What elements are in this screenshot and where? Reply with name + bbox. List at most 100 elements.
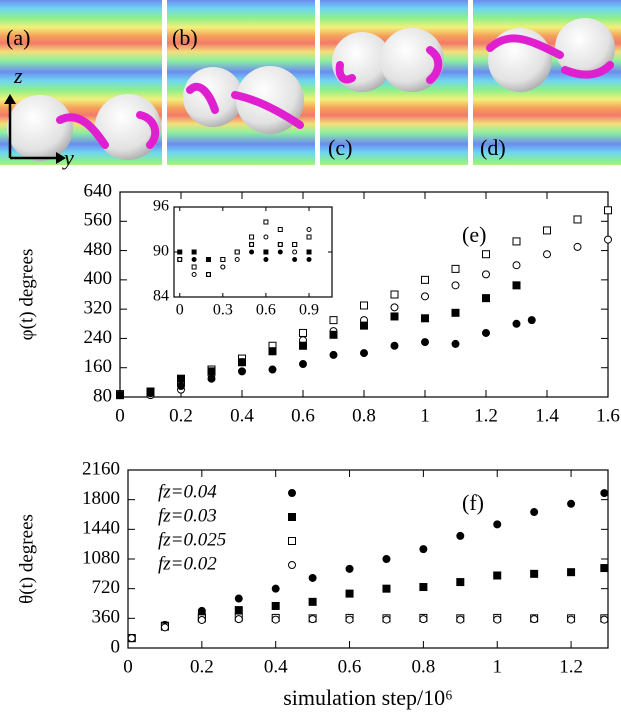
marker-circle — [451, 339, 460, 348]
y-tick-label: 640 — [84, 180, 113, 201]
axis-y: y — [62, 145, 74, 170]
x-tick-label: 0.3 — [213, 302, 233, 319]
panel-label: (e) — [462, 222, 486, 247]
marker-square — [512, 281, 521, 290]
y-tick-label: 1080 — [82, 547, 120, 568]
marker-circle — [234, 594, 243, 603]
marker-circle — [482, 328, 490, 337]
x-tick-label: 0.2 — [190, 656, 214, 677]
marker-circle — [277, 242, 283, 247]
marker-square — [299, 341, 307, 350]
marker-circle — [573, 242, 582, 251]
marker-circle — [292, 249, 298, 255]
axis-arrows — [8, 98, 62, 160]
marker-square — [220, 257, 226, 262]
marker-circle — [116, 391, 124, 400]
marker-square — [345, 589, 354, 598]
marker-circle — [329, 350, 338, 359]
x-tick-label: 1.2 — [474, 405, 498, 426]
helix — [186, 82, 304, 129]
marker-circle — [249, 249, 255, 255]
marker-square — [288, 537, 296, 545]
marker-circle — [600, 615, 609, 624]
marker-circle — [308, 573, 317, 582]
y-tick-label: 360 — [92, 607, 121, 628]
marker-square — [263, 219, 269, 225]
sphere — [95, 94, 161, 160]
marker-circle — [543, 250, 551, 259]
x-tick-label: 0.2 — [169, 405, 193, 426]
marker-circle — [271, 615, 280, 624]
marker-square — [530, 569, 539, 578]
marker-square — [177, 374, 185, 383]
marker-square — [360, 321, 368, 330]
y-tick-label: 90 — [153, 243, 169, 260]
x-axis-label: simulation step/10⁶ — [283, 685, 453, 710]
legend-label: fz=0.02 — [158, 553, 217, 574]
y-tick-label: 160 — [84, 356, 113, 377]
marker-circle — [306, 257, 312, 262]
y-tick-label: 80 — [93, 385, 112, 406]
y-tick-label: 720 — [92, 577, 121, 598]
x-tick-label: 0.6 — [256, 302, 276, 319]
marker-circle — [308, 615, 317, 624]
marker-square — [207, 367, 216, 376]
y-tick-label: 1800 — [82, 488, 120, 509]
marker-square — [238, 358, 246, 367]
marker-square — [390, 312, 399, 321]
y-tick-label: 1440 — [82, 518, 120, 539]
marker-circle — [220, 264, 226, 270]
marker-circle — [482, 270, 490, 279]
marker-circle — [263, 234, 269, 240]
marker-circle — [238, 367, 246, 376]
panel-label: (f) — [462, 490, 484, 515]
marker-circle — [527, 316, 536, 325]
marker-square — [512, 237, 521, 246]
sphere — [7, 95, 73, 161]
marker-square — [421, 275, 429, 284]
marker-circle — [512, 319, 521, 328]
y-tick-label: 240 — [84, 327, 113, 348]
x-tick-label: 1 — [492, 656, 502, 677]
y-tick-label: 96 — [153, 198, 169, 215]
x-tick-label: 1 — [420, 405, 430, 426]
marker-circle — [493, 615, 502, 624]
x-tick-label: 0.8 — [412, 656, 436, 677]
marker-square — [360, 301, 368, 310]
marker-circle — [390, 303, 399, 312]
marker-square — [482, 250, 490, 259]
marker-circle — [306, 227, 312, 232]
panel-label: (c) — [328, 135, 352, 160]
marker-circle — [234, 257, 240, 262]
marker-square — [329, 316, 338, 325]
marker-circle — [292, 257, 298, 262]
x-tick-label: 1.2 — [559, 656, 583, 677]
marker-circle — [567, 499, 576, 508]
marker-square — [263, 249, 269, 255]
marker-square — [390, 290, 399, 299]
marker-circle — [177, 382, 185, 391]
legend-label: fz=0.03 — [158, 505, 217, 526]
marker-square — [543, 226, 551, 235]
marker-circle — [249, 242, 255, 247]
marker-circle — [600, 489, 609, 498]
plot-frame — [127, 469, 609, 649]
x-tick-label: 0.4 — [230, 405, 254, 426]
marker-square — [573, 215, 582, 224]
marker-circle — [451, 281, 460, 290]
marker-circle — [512, 261, 521, 270]
y-axis-label: θ(t) degrees — [16, 514, 37, 604]
marker-circle — [160, 623, 169, 632]
marker-square — [205, 257, 211, 262]
x-tick-label: 0.4 — [264, 656, 288, 677]
marker-square — [493, 571, 502, 580]
arrow-heads — [4, 94, 66, 164]
marker-square — [451, 308, 460, 317]
marker-square — [482, 294, 490, 303]
marker-circle — [530, 615, 539, 624]
helix — [335, 46, 443, 84]
marker-circle — [421, 292, 429, 301]
marker-circle — [360, 349, 368, 358]
y-tick-label: 0 — [111, 636, 121, 657]
